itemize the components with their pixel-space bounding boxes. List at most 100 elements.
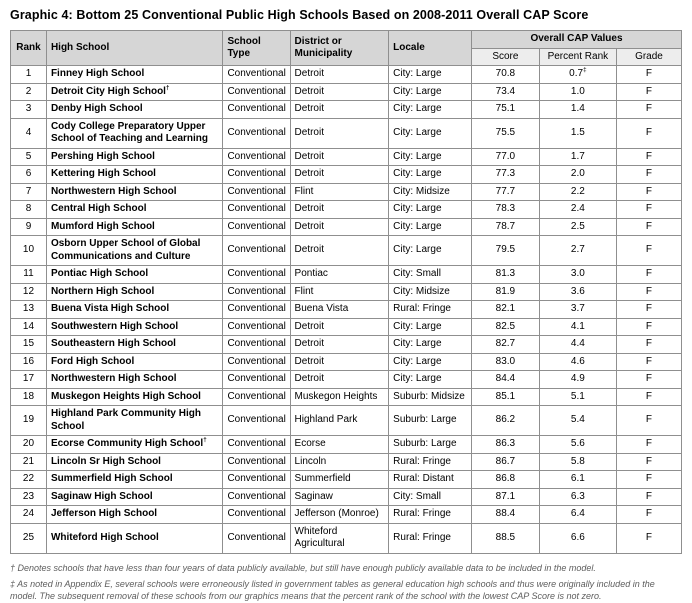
cell-score: 73.4 [471,82,540,101]
table-row: 10 Osborn Upper School of Global Communi… [10,235,683,266]
cell-district: Summerfield [289,470,390,489]
table-row: 13 Buena Vista High School Conventional … [10,300,683,319]
table-row: 8 Central High School Conventional Detro… [10,200,683,219]
cell-locale: City: Midsize [388,182,473,201]
cell-school-type: Conventional [222,282,291,301]
column-header-school-type: School Type [222,30,291,66]
table-row: 19 Highland Park Community High School C… [10,405,683,436]
cell-district: Detroit [289,200,390,219]
column-header-district: District or Municipality [289,30,390,66]
cell-score: 70.8 [471,65,540,84]
cell-district: Detroit [289,100,390,119]
cell-locale: City: Midsize [388,282,473,301]
cell-school-type: Conventional [222,470,291,489]
cell-percent-rank: 4.1 [538,317,617,336]
footnote-dagger: † Denotes schools that have less than fo… [10,562,596,573]
cell-locale: Rural: Fringe [388,300,473,319]
cell-school-type: Conventional [222,435,291,454]
cell-locale: City: Small [388,487,473,506]
cell-percent-rank: 1.5 [538,117,617,149]
cell-locale: City: Large [388,352,473,371]
cell-school-type: Conventional [222,487,291,506]
cell-district: Highland Park [289,405,390,436]
cell-high-school: Detroit City High School† [45,82,224,101]
cell-percent-rank: 4.4 [538,335,617,354]
table-row: 4 Cody College Preparatory Upper School … [10,117,683,149]
cell-percent-rank: 1.7 [538,147,617,166]
cell-school-type: Conventional [222,405,291,436]
cell-high-school: Denby High School [45,100,224,119]
cell-district: Detroit [289,352,390,371]
cell-percent-rank: 4.9 [538,370,617,389]
cell-school-type: Conventional [222,147,291,166]
cell-locale: City: Large [388,200,473,219]
cell-high-school: Mumford High School [45,217,224,236]
cell-district: Detroit [289,235,390,266]
cell-grade: F [615,335,683,354]
table-row: 17 Northwestern High School Conventional… [10,370,683,389]
cell-grade: F [615,487,683,506]
cell-locale: City: Large [388,335,473,354]
cell-locale: City: Small [388,265,473,284]
cell-school-type: Conventional [222,200,291,219]
cell-rank: 25 [10,522,47,554]
cell-school-type: Conventional [222,165,291,184]
cell-locale: Suburb: Midsize [388,387,473,406]
cell-high-school: Southeastern High School [45,335,224,354]
cell-rank: 15 [10,335,47,354]
cell-score: 75.5 [471,117,540,149]
cell-district: Detroit [289,370,390,389]
table-row: 14 Southwestern High School Conventional… [10,317,683,336]
cell-score: 77.0 [471,147,540,166]
cell-district: Detroit [289,65,390,84]
cell-locale: Rural: Fringe [388,452,473,471]
cell-grade: F [615,117,683,149]
cell-percent-rank: 5.4 [538,405,617,436]
cell-rank: 2 [10,82,47,101]
cell-district: Buena Vista [289,300,390,319]
cell-percent-rank: 2.5 [538,217,617,236]
table-row: 20 Ecorse Community High School† Convent… [10,435,683,454]
cell-grade: F [615,317,683,336]
cell-rank: 20 [10,435,47,454]
cell-score: 88.5 [471,522,540,554]
column-header-score: Score [471,47,540,66]
cell-locale: City: Large [388,165,473,184]
cell-district: Detroit [289,82,390,101]
cell-high-school: Northwestern High School [45,370,224,389]
table-row: 12 Northern High School Conventional Fli… [10,282,683,301]
table-row: 9 Mumford High School Conventional Detro… [10,217,683,236]
cell-rank: 5 [10,147,47,166]
cell-district: Lincoln [289,452,390,471]
cell-school-type: Conventional [222,317,291,336]
table-row: 21 Lincoln Sr High School Conventional L… [10,452,683,471]
cell-school-type: Conventional [222,352,291,371]
table-row: 5 Pershing High School Conventional Detr… [10,147,683,166]
cell-locale: City: Large [388,100,473,119]
cell-high-school: Lincoln Sr High School [45,452,224,471]
footnotes: † Denotes schools that have less than fo… [10,563,682,603]
cell-district: Flint [289,282,390,301]
cell-percent-rank: 3.0 [538,265,617,284]
cell-rank: 8 [10,200,47,219]
cell-high-school: Cody College Preparatory Upper School of… [45,117,224,149]
cell-school-type: Conventional [222,522,291,554]
cell-district: Detroit [289,217,390,236]
cell-grade: F [615,352,683,371]
column-header-grade: Grade [615,47,683,66]
table-row: 22 Summerfield High School Conventional … [10,470,683,489]
cell-school-type: Conventional [222,300,291,319]
table-row: 2 Detroit City High School† Conventional… [10,82,683,101]
cell-grade: F [615,265,683,284]
cell-grade: F [615,522,683,554]
cell-score: 85.1 [471,387,540,406]
column-header-high-school: High School [45,30,224,66]
cell-grade: F [615,300,683,319]
cell-score: 86.8 [471,470,540,489]
cell-district: Detroit [289,117,390,149]
cell-grade: F [615,100,683,119]
cell-grade: F [615,470,683,489]
cell-rank: 18 [10,387,47,406]
cell-grade: F [615,435,683,454]
cell-district: Detroit [289,335,390,354]
